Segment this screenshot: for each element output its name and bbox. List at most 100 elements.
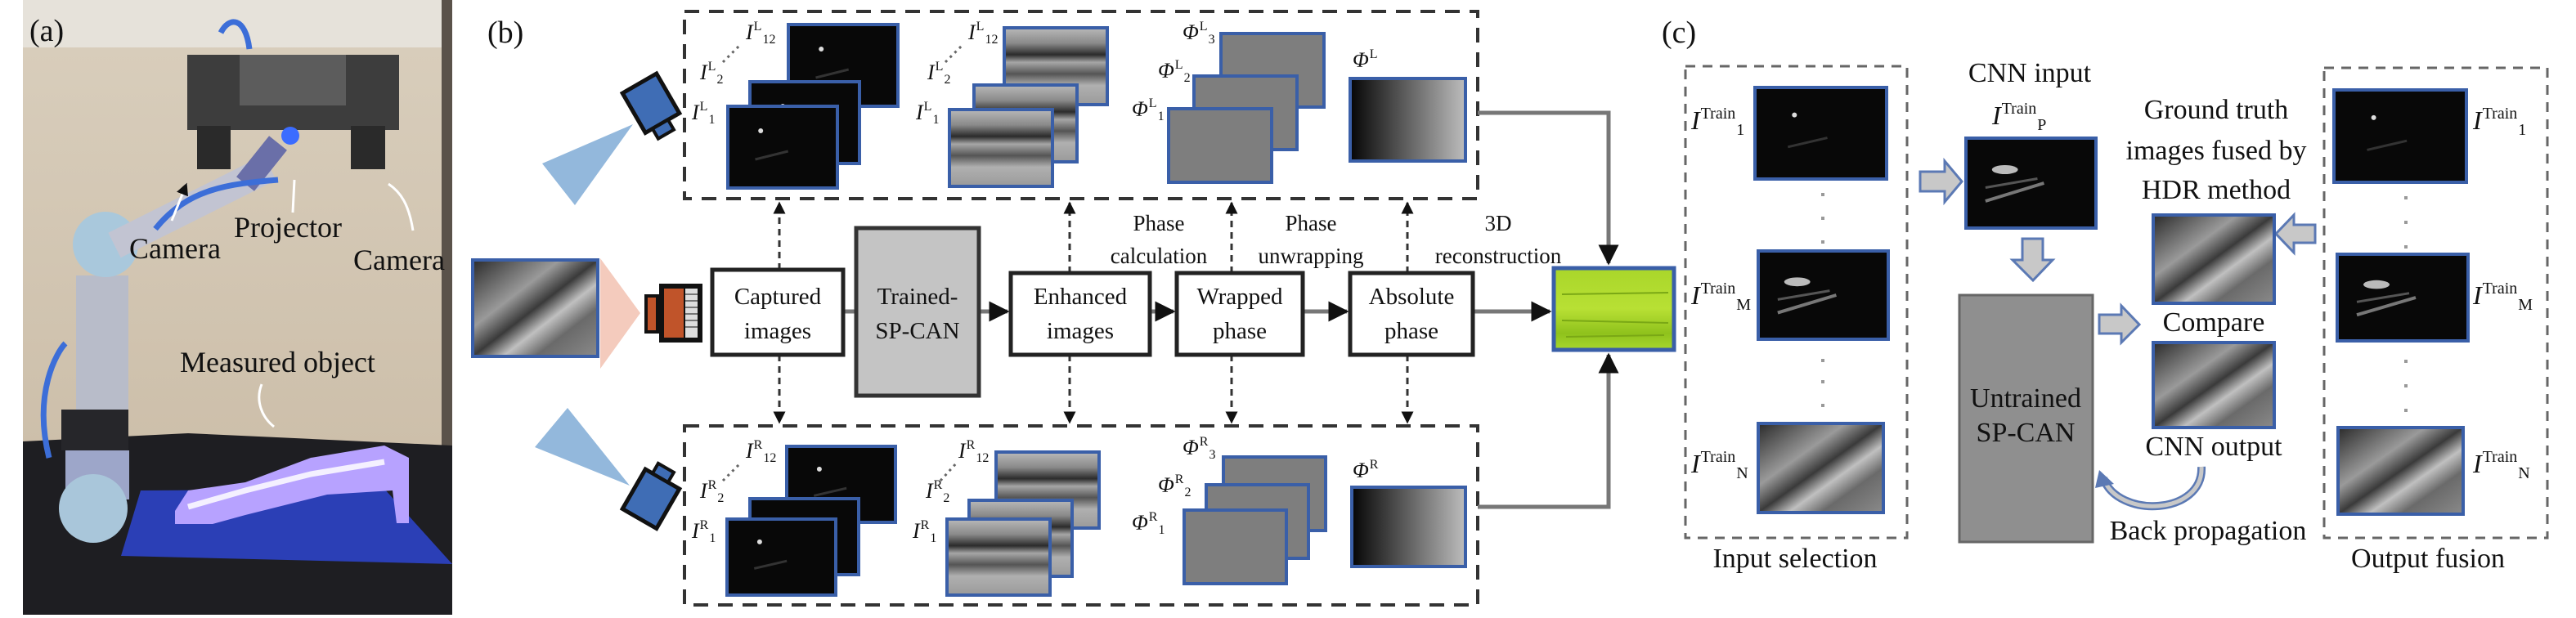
captured-label-right: IR2 [699, 478, 724, 505]
ellipsis-dot [2404, 221, 2408, 224]
left-reconstruction-arrow [1478, 110, 1619, 266]
wrapped-label-left: ΦL2 [1158, 58, 1191, 85]
math-superscript: R [700, 518, 709, 532]
network-label: SP-CAN [1977, 418, 2076, 448]
camera-right-annotation: Camera [353, 244, 445, 276]
ellipsis-dot [2404, 409, 2408, 412]
math-base: Φ [1132, 511, 1148, 535]
math-superscript: L [1149, 96, 1157, 110]
projection-beam [600, 258, 640, 369]
math-subscript: 3 [1209, 448, 1215, 462]
captured-image-left [726, 105, 839, 190]
math-superscript: Train [2483, 448, 2518, 466]
step-phase-calculation: Phase [1133, 211, 1185, 235]
ellipsis-dot [2404, 196, 2408, 199]
trained-spcan-block: Trained- SP-CAN [854, 226, 981, 398]
math-base: I [912, 519, 921, 543]
arrow-down-icon [2009, 237, 2056, 283]
math-superscript: L [976, 20, 985, 34]
math-subscript: M [1736, 296, 1751, 314]
math-superscript: Train [1701, 448, 1736, 466]
math-base: Φ [1183, 436, 1199, 459]
math-subscript: 1 [708, 113, 715, 127]
ground-truth-label: images fused by [2126, 136, 2307, 166]
reconstruction-result-image [1551, 266, 1676, 352]
input-selection-title: Input selection [1712, 544, 1877, 574]
right-camera-icon [619, 461, 683, 531]
math-subscript: 3 [1209, 33, 1215, 47]
captured-label-right: IR12 [745, 438, 776, 465]
ellipsis-dot [1821, 240, 1824, 244]
math-subscript: 1 [930, 531, 936, 545]
input-image-1 [1753, 86, 1888, 181]
math-base: Φ [1158, 59, 1174, 83]
absolute-phase-image-left [1349, 77, 1467, 163]
output-image-n [2336, 426, 2465, 516]
output-image-1 [2332, 88, 2468, 184]
enhanced-label-right: IR2 [925, 478, 949, 505]
output-fusion-title: Output fusion [2351, 544, 2505, 574]
block-label: SP-CAN [875, 318, 959, 344]
absolute-label-left: ΦL [1353, 47, 1378, 72]
wrapped-label-right: ΦR1 [1132, 510, 1165, 537]
panel-a-label: (a) [29, 14, 64, 48]
projector-icon [644, 284, 702, 343]
block-label: Enhanced [1034, 284, 1128, 310]
captured-label-left: IL12 [745, 20, 775, 47]
step-phase-unwrapping: unwrapping [1259, 244, 1364, 268]
math-subscript: 2 [944, 73, 950, 87]
ellipsis-dot [1821, 404, 1824, 407]
enhanced-images-block: Enhanced images [1008, 271, 1152, 357]
ellipsis-dot [1821, 217, 1824, 220]
math-subscript: 2 [716, 73, 723, 87]
input-selection-label: ITrainM [1690, 280, 1751, 314]
wrapped-label-right: ΦR3 [1183, 435, 1215, 462]
wrapped-label-right: ΦR2 [1158, 472, 1191, 499]
ellipsis-dot [2404, 384, 2408, 387]
arrow-left-icon [2273, 212, 2317, 256]
absolute-phase-block: Absolute phase [1348, 271, 1475, 357]
cnn-output-label: CNN output [2145, 432, 2282, 462]
math-superscript: R [1149, 510, 1158, 524]
right-camera-fov [535, 408, 630, 486]
math-subscript: 2 [717, 491, 724, 505]
ellipsis-dot [2404, 245, 2408, 249]
ellipsis-connector [944, 43, 965, 64]
block-label: images [1047, 318, 1114, 344]
cnn-input-label: ITrainP [1991, 100, 2046, 134]
ellipsis-connector [721, 43, 743, 64]
output-fusion-label: ITrainM [2472, 280, 2533, 314]
measured-object-annotation: Measured object [180, 346, 375, 378]
math-subscript: 1 [932, 113, 939, 127]
input-selection-label: ITrainN [1690, 448, 1748, 482]
math-superscript: L [924, 100, 932, 114]
cnn-input-image [1964, 137, 2098, 230]
block-label: phase [1213, 318, 1267, 344]
ground-truth-label: HDR method [2142, 175, 2291, 205]
step-3d-reconstruction: reconstruction [1435, 244, 1562, 268]
math-base: I [2472, 280, 2483, 310]
ellipsis-dot [1821, 380, 1824, 383]
wrapped-phase-block: Wrapped phase [1174, 271, 1305, 357]
math-subscript: P [2037, 116, 2046, 134]
math-subscript: 2 [1184, 486, 1191, 499]
input-image-m [1757, 249, 1890, 341]
math-base: Φ [1158, 473, 1174, 497]
math-superscript: L [754, 20, 762, 34]
math-base: Φ [1132, 97, 1148, 121]
ellipsis-dot [1821, 359, 1824, 362]
left-camera-fov [542, 124, 633, 205]
math-superscript: L [1370, 47, 1378, 61]
math-subscript: 1 [2518, 121, 2526, 139]
math-base: I [1690, 105, 1701, 135]
setup-photo [23, 0, 452, 615]
captured-label-left: IL1 [691, 100, 715, 127]
math-superscript: L [1200, 20, 1208, 34]
left-camera-group [683, 10, 1479, 200]
enhanced-label-left: IL1 [915, 100, 939, 127]
math-superscript: R [921, 518, 930, 532]
ellipsis-connector [721, 461, 743, 482]
math-subscript: 1 [1736, 121, 1744, 139]
math-superscript: Train [2002, 100, 2037, 118]
enhanced-label-left: IL2 [927, 60, 950, 87]
